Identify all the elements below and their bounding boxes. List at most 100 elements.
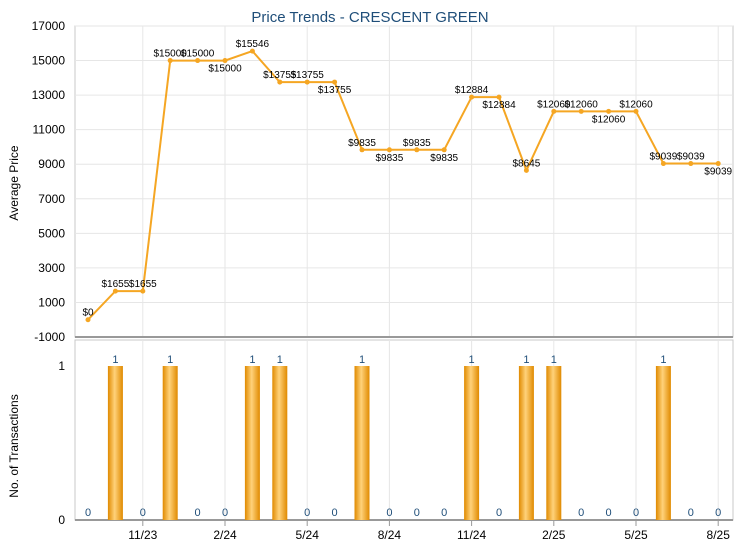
transaction-count-label: 0 bbox=[414, 507, 420, 519]
x-tick-label: 8/24 bbox=[378, 528, 402, 542]
price-point bbox=[304, 79, 310, 85]
price-point bbox=[386, 147, 392, 153]
price-tick-label: 9000 bbox=[38, 157, 65, 171]
price-data-label: $12060 bbox=[592, 114, 626, 125]
x-tick-label: 8/25 bbox=[707, 528, 731, 542]
price-data-label: $9835 bbox=[430, 153, 458, 164]
transaction-bar bbox=[272, 366, 288, 520]
price-tick-label: 7000 bbox=[38, 192, 65, 206]
price-data-label: $15000 bbox=[154, 49, 188, 60]
price-tick-label: 1000 bbox=[38, 295, 65, 309]
price-point bbox=[523, 167, 529, 173]
price-point bbox=[633, 108, 639, 114]
transaction-count-label: 0 bbox=[606, 507, 612, 519]
x-tick-label: 5/24 bbox=[296, 528, 320, 542]
transaction-count-label: 0 bbox=[85, 507, 91, 519]
price-point bbox=[222, 58, 228, 64]
transaction-count-label: 0 bbox=[304, 507, 310, 519]
transaction-count-label: 1 bbox=[167, 354, 173, 366]
price-data-label: $12060 bbox=[537, 99, 571, 110]
price-point bbox=[414, 147, 420, 153]
price-plot-area bbox=[74, 25, 734, 338]
transaction-count-label: 0 bbox=[222, 507, 228, 519]
price-tick-label: 11000 bbox=[33, 123, 66, 137]
x-tick-label: 2/24 bbox=[213, 528, 237, 542]
price-point bbox=[140, 288, 146, 294]
transaction-count-label: 1 bbox=[277, 354, 283, 366]
price-axis-label: Average Price bbox=[7, 145, 21, 220]
transaction-count-label: 0 bbox=[332, 507, 338, 519]
price-point bbox=[167, 58, 173, 64]
transaction-count-label: 0 bbox=[633, 507, 639, 519]
transactions-bar-panel: 0 1 11/23 2/24 5/24 8/24 11/24 2/25 5/25 8/25 0 1 0 1… bbox=[58, 339, 734, 542]
price-point bbox=[578, 108, 584, 114]
price-data-label: $9039 bbox=[649, 152, 677, 163]
chart-title: Price Trends - CRESCENT GREEN bbox=[251, 9, 488, 26]
price-tick-label: 17000 bbox=[32, 19, 66, 33]
transaction-count-label: 1 bbox=[249, 354, 255, 366]
transaction-count-label: 1 bbox=[359, 354, 365, 366]
price-data-label: $15000 bbox=[181, 49, 215, 60]
transaction-count-label: 0 bbox=[441, 507, 447, 519]
transaction-count-label: 0 bbox=[195, 507, 201, 519]
price-point bbox=[332, 79, 338, 85]
price-point bbox=[606, 108, 612, 114]
price-point bbox=[359, 147, 365, 153]
transactions-tick-label: 0 bbox=[58, 513, 65, 527]
price-data-label: $9835 bbox=[348, 138, 376, 149]
transactions-axis-label: No. of Transactions bbox=[7, 394, 21, 497]
transaction-bar bbox=[655, 366, 671, 520]
transaction-count-label: 1 bbox=[112, 354, 118, 366]
x-tick-label: 2/25 bbox=[542, 528, 566, 542]
transaction-count-label: 1 bbox=[523, 354, 529, 366]
price-point bbox=[469, 94, 475, 100]
transaction-bar bbox=[107, 366, 123, 520]
price-point bbox=[715, 161, 721, 167]
price-data-label: $1655 bbox=[129, 279, 157, 290]
transaction-count-label: 1 bbox=[551, 354, 557, 366]
price-tick-label: -1000 bbox=[34, 330, 65, 344]
price-data-label: $12884 bbox=[455, 85, 489, 96]
transaction-count-label: 1 bbox=[660, 354, 666, 366]
price-data-label: $12060 bbox=[619, 99, 653, 110]
price-point bbox=[688, 161, 694, 167]
x-tick-label: 11/23 bbox=[128, 528, 157, 542]
transaction-bar bbox=[162, 366, 178, 520]
price-line-panel: -1000 1000 3000 5000 7000 9000 11000 13000 15000… bbox=[32, 19, 734, 344]
price-point bbox=[249, 48, 255, 54]
transaction-bar bbox=[354, 366, 370, 520]
transaction-bar bbox=[518, 366, 534, 520]
transaction-count-label: 0 bbox=[578, 507, 584, 519]
transaction-bar bbox=[244, 366, 260, 520]
x-tick-label: 11/24 bbox=[457, 528, 486, 542]
price-point bbox=[660, 161, 666, 167]
transaction-bar bbox=[546, 366, 562, 520]
price-point bbox=[85, 317, 91, 323]
price-data-label: $1655 bbox=[101, 279, 129, 290]
price-tick-label: 3000 bbox=[38, 261, 65, 275]
transactions-plot-area bbox=[74, 339, 734, 521]
price-data-label: $9835 bbox=[403, 138, 431, 149]
transaction-count-label: 0 bbox=[496, 507, 502, 519]
price-data-label: $15000 bbox=[208, 64, 242, 75]
transaction-count-label: 1 bbox=[469, 354, 475, 366]
transaction-count-label: 0 bbox=[688, 507, 694, 519]
transactions-tick-label: 1 bbox=[58, 359, 65, 373]
transaction-count-label: 0 bbox=[386, 507, 392, 519]
price-data-label: $12060 bbox=[565, 99, 599, 110]
price-point bbox=[496, 94, 502, 100]
price-point bbox=[195, 58, 201, 64]
transaction-count-label: 0 bbox=[715, 507, 721, 519]
price-series-line bbox=[87, 49, 719, 321]
price-point bbox=[551, 108, 557, 114]
price-point bbox=[277, 79, 283, 85]
price-data-label: $9039 bbox=[704, 167, 732, 178]
price-data-label: $0 bbox=[82, 308, 94, 319]
price-data-label: $13755 bbox=[318, 85, 352, 96]
transaction-count-label: 0 bbox=[140, 507, 146, 519]
price-point bbox=[441, 147, 447, 153]
price-tick-label: 13000 bbox=[32, 88, 66, 102]
price-data-label: $13755 bbox=[291, 70, 325, 81]
price-data-label: $12884 bbox=[482, 100, 516, 111]
